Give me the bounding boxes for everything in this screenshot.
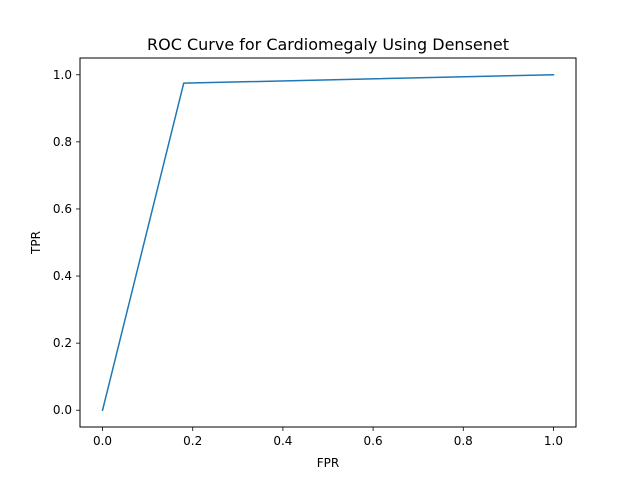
y-tick-label: 0.0 bbox=[53, 403, 72, 417]
y-tick-label: 0.4 bbox=[53, 269, 72, 283]
x-tick-label: 1.0 bbox=[544, 434, 563, 448]
y-tick-label: 0.2 bbox=[53, 336, 72, 350]
x-axis-label: FPR bbox=[317, 456, 339, 470]
x-tick-label: 0.0 bbox=[93, 434, 112, 448]
chart-title: ROC Curve for Cardiomegaly Using Densene… bbox=[147, 35, 509, 54]
x-tick-label: 0.6 bbox=[364, 434, 383, 448]
series-layer bbox=[101, 74, 555, 412]
y-tick-label: 1.0 bbox=[53, 68, 72, 82]
x-tick-label: 0.2 bbox=[183, 434, 202, 448]
x-tick-label: 0.8 bbox=[454, 434, 473, 448]
y-axis-label: TPR bbox=[29, 231, 43, 255]
plot-area bbox=[79, 57, 577, 428]
plot-frame bbox=[79, 57, 577, 428]
roc-curve-line bbox=[101, 74, 555, 412]
x-tick-label: 0.4 bbox=[273, 434, 292, 448]
y-axis: 0.0 0.2 0.4 0.6 0.8 1.0 bbox=[53, 68, 80, 417]
y-tick-label: 0.8 bbox=[53, 135, 72, 149]
y-tick-label: 0.6 bbox=[53, 202, 72, 216]
x-axis: 0.0 0.2 0.4 0.6 0.8 1.0 bbox=[93, 427, 563, 448]
